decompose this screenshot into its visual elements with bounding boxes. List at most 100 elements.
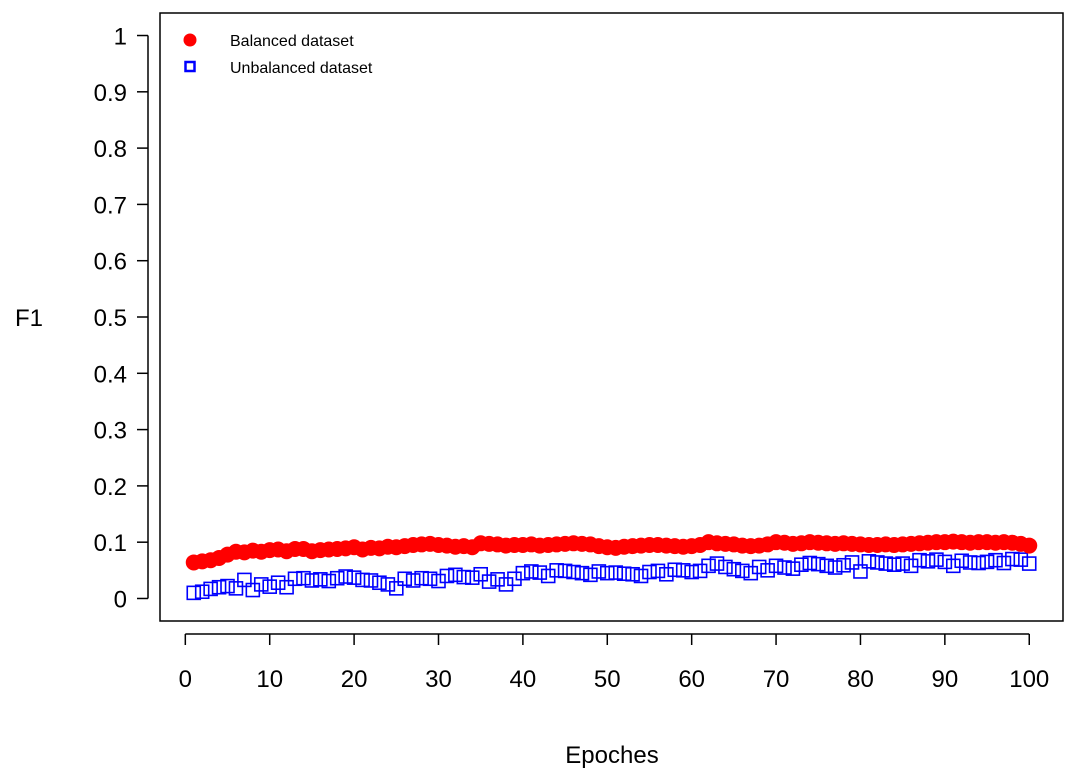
x-tick-label: 80 [847, 666, 874, 693]
unbalanced-point [532, 565, 548, 580]
x-tick-label: 60 [678, 666, 705, 693]
y-axis: 0 0.1 0.2 0.3 0.4 0.5 0.6 0.7 0.8 0.9 1 [94, 24, 149, 613]
unbalanced-point [329, 570, 345, 586]
x-tick-label: 50 [594, 666, 621, 693]
unbalanced-point [228, 581, 244, 596]
unbalanced-point [380, 577, 396, 592]
unbalanced-point [515, 565, 531, 581]
unbalanced-point [203, 581, 218, 597]
unbalanced-point [777, 560, 792, 575]
unbalanced-point [692, 563, 708, 579]
unbalanced-point [971, 555, 986, 571]
unbalanced-point [388, 581, 404, 596]
unbalanced-point [473, 566, 488, 582]
unbalanced-point [304, 573, 320, 588]
x-tick-label: 90 [931, 666, 958, 693]
unbalanced-point [405, 573, 421, 588]
unbalanced-point [836, 557, 851, 573]
unbalanced-point [524, 564, 539, 579]
legend-marker-unbalanced [184, 60, 196, 73]
unbalanced-point [810, 556, 826, 572]
data-points [185, 533, 1038, 601]
legend-marker-balanced [183, 33, 197, 47]
y-tick-label: 0.3 [94, 418, 127, 445]
unbalanced-point [498, 577, 514, 592]
unbalanced-point [895, 556, 910, 571]
y-tick-label: 0.7 [94, 192, 127, 219]
unbalanced-point [751, 559, 767, 575]
unbalanced-point [321, 573, 337, 589]
x-tick-label: 30 [425, 666, 452, 693]
unbalanced-point [245, 582, 261, 598]
unbalanced-point [886, 557, 902, 573]
unbalanced-point [616, 566, 632, 582]
unbalanced-point [726, 561, 742, 577]
unbalanced-point [237, 572, 252, 588]
x-tick-label: 20 [341, 666, 368, 693]
unbalanced-point [878, 556, 894, 571]
unbalanced-point [768, 558, 784, 574]
y-tick-label: 0.4 [94, 361, 127, 388]
unbalanced-point [448, 567, 463, 583]
unbalanced-point [287, 571, 303, 587]
unbalanced-point [659, 566, 674, 582]
unbalanced-point [363, 573, 379, 588]
plot-frame [159, 12, 1064, 622]
unbalanced-point [996, 555, 1012, 571]
unbalanced-point [861, 554, 877, 569]
unbalanced-point [718, 559, 733, 575]
unbalanced-point [785, 561, 801, 576]
x-tick-label: 40 [510, 666, 537, 693]
unbalanced-point [355, 572, 370, 588]
unbalanced-point [540, 568, 556, 584]
unbalanced-point [481, 574, 497, 589]
unbalanced-point [675, 563, 691, 578]
unbalanced-point [962, 555, 978, 570]
unbalanced-point [346, 570, 362, 585]
unbalanced-point [633, 568, 649, 584]
unbalanced-point [422, 571, 438, 587]
unbalanced-point [313, 572, 328, 587]
unbalanced-point [844, 555, 860, 570]
y-tick-label: 0.2 [94, 474, 127, 501]
unbalanced-point [583, 567, 598, 583]
unbalanced-point [1005, 551, 1020, 567]
unbalanced-point [372, 575, 387, 591]
legend: Balanced dataset Unbalanced dataset [183, 33, 373, 77]
x-axis-title: Epoches [565, 742, 658, 769]
unbalanced-point [701, 558, 716, 574]
unbalanced-point [802, 555, 818, 571]
unbalanced-point [490, 572, 505, 587]
unbalanced-point [912, 552, 927, 568]
unbalanced-point [642, 564, 657, 580]
unbalanced-point [279, 579, 294, 595]
x-tick-label: 0 [179, 666, 192, 693]
unbalanced-point [296, 570, 311, 586]
unbalanced-point [1013, 552, 1029, 567]
unbalanced-point [667, 562, 683, 578]
unbalanced-point [186, 585, 202, 601]
unbalanced-point [253, 577, 269, 592]
unbalanced-point [507, 571, 522, 587]
unbalanced-point [599, 565, 615, 581]
unbalanced-point [920, 554, 936, 569]
unbalanced-point [870, 555, 885, 570]
unbalanced-point [760, 563, 775, 578]
x-tick-label: 100 [1009, 666, 1049, 693]
y-tick-label: 0.8 [94, 136, 127, 163]
unbalanced-point [903, 558, 919, 574]
y-tick-label: 0.5 [94, 305, 127, 332]
y-tick-label: 0.6 [94, 249, 127, 276]
unbalanced-point [735, 563, 750, 579]
unbalanced-point [827, 560, 843, 575]
unbalanced-point [853, 564, 868, 579]
unbalanced-point [979, 554, 995, 570]
legend-label-balanced: Balanced dataset [230, 33, 354, 50]
unbalanced-point [262, 579, 278, 594]
unbalanced-point [549, 563, 564, 578]
unbalanced-point [709, 556, 725, 571]
unbalanced-point [608, 565, 624, 580]
unbalanced-point [220, 578, 235, 594]
unbalanced-point [988, 552, 1003, 568]
